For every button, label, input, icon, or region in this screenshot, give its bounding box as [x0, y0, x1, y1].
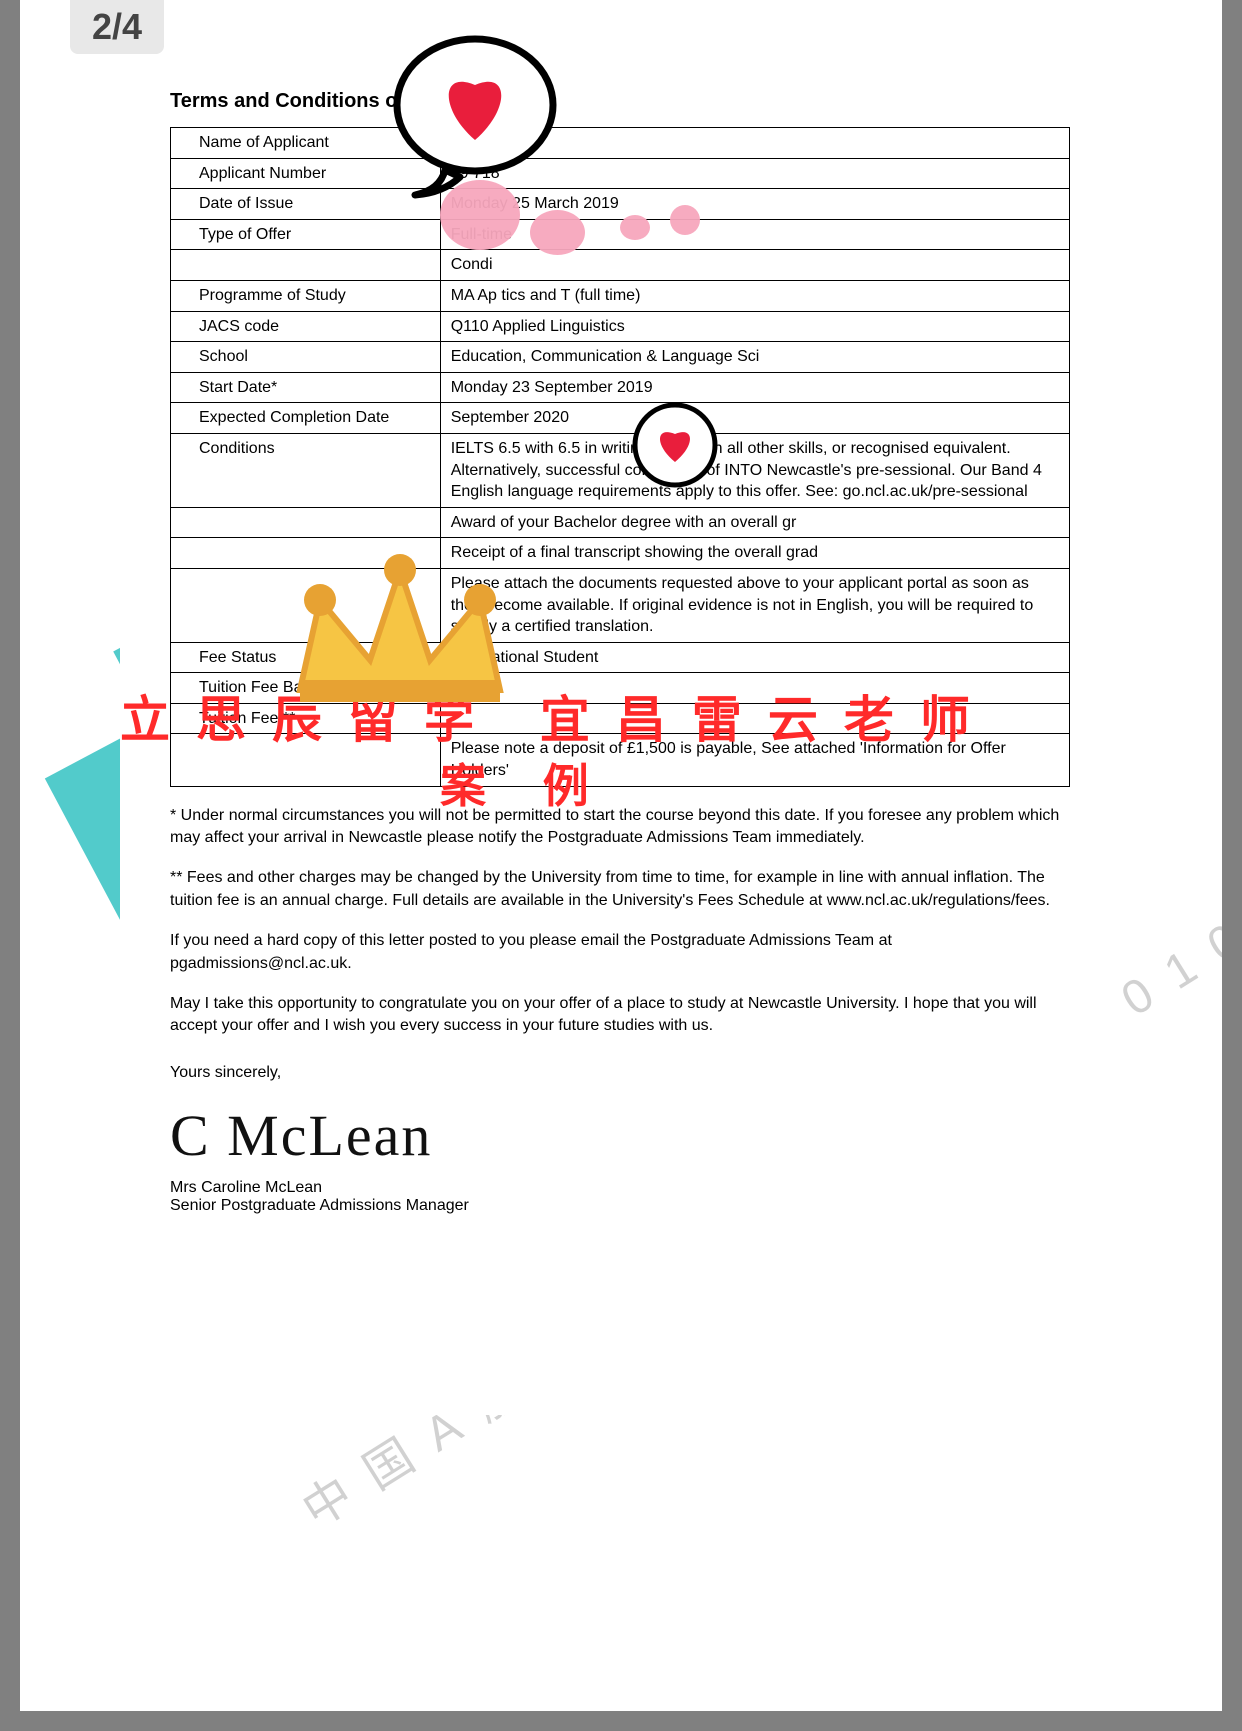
table-row: Award of your Bachelor degree with an ov… — [171, 507, 1070, 538]
table-row: Date of IssueMonday 25 March 2019 — [171, 189, 1070, 220]
table-row: Name of ApplicantN — [171, 128, 1070, 159]
signatory-name: Mrs Caroline McLean — [170, 1179, 1070, 1197]
table-row: JACS codeQ110 Applied Linguistics — [171, 311, 1070, 342]
row-value: Band 1 — [440, 673, 1069, 704]
document-title: Terms and Conditions of Your Offer — [170, 90, 1070, 113]
table-row: Expected Completion DateSeptember 2020 — [171, 403, 1070, 434]
table-row: SchoolEducation, Communication & Languag… — [171, 342, 1070, 373]
row-value — [440, 703, 1069, 734]
row-value: Full-time — [440, 219, 1069, 250]
hardcopy-paragraph: If you need a hard copy of this letter p… — [170, 930, 1070, 975]
row-value: N — [440, 128, 1069, 159]
row-label: Expected Completion Date — [171, 403, 441, 434]
table-row: Condi — [171, 250, 1070, 281]
offer-details-table: Name of ApplicantNApplicant Number19 718… — [170, 127, 1070, 787]
row-label — [171, 250, 441, 281]
page-indicator-badge: 2/4 — [70, 0, 164, 54]
table-row: Tuition Fee BandBand 1 — [171, 673, 1070, 704]
row-value: Please note a deposit of £1,500 is payab… — [440, 734, 1069, 786]
row-label: Tuition Fee Band — [171, 673, 441, 704]
row-value: Please attach the documents requested ab… — [440, 568, 1069, 642]
row-value: Monday 23 September 2019 — [440, 372, 1069, 403]
footnote-start-date: * Under normal circumstances you will no… — [170, 805, 1070, 850]
row-label — [171, 538, 441, 569]
row-label: Applicant Number — [171, 158, 441, 189]
row-label — [171, 734, 441, 786]
row-label: School — [171, 342, 441, 373]
signature-script: C McLean — [170, 1102, 1070, 1169]
row-value: 19 718 — [440, 158, 1069, 189]
table-row: Tuition Fee ** — [171, 703, 1070, 734]
document-viewport: 2/4 学 中国A股上市公司 代码：300010 立思辰留学 宜昌雷云老师 案 … — [20, 0, 1222, 1711]
row-value: Q110 Applied Linguistics — [440, 311, 1069, 342]
row-value: Monday 25 March 2019 — [440, 189, 1069, 220]
row-value: IELTS 6.5 with 6.5 in writing and 5.5 in… — [440, 433, 1069, 507]
table-row: Applicant Number19 718 — [171, 158, 1070, 189]
row-value: Award of your Bachelor degree with an ov… — [440, 507, 1069, 538]
table-row: Type of OfferFull-time — [171, 219, 1070, 250]
row-value: Education, Communication & Language Sci — [440, 342, 1069, 373]
footnote-fees: ** Fees and other charges may be changed… — [170, 867, 1070, 912]
table-row: Please note a deposit of £1,500 is payab… — [171, 734, 1070, 786]
table-row: ConditionsIELTS 6.5 with 6.5 in writing … — [171, 433, 1070, 507]
row-label: Start Date* — [171, 372, 441, 403]
table-row: Fee StatusInternational Student — [171, 642, 1070, 673]
table-row: Programme of StudyMA Ap tics and T (full… — [171, 280, 1070, 311]
row-value: International Student — [440, 642, 1069, 673]
congratulations-paragraph: May I take this opportunity to congratul… — [170, 993, 1070, 1038]
row-value: September 2020 — [440, 403, 1069, 434]
row-label: Name of Applicant — [171, 128, 441, 159]
row-label: Tuition Fee ** — [171, 703, 441, 734]
row-label — [171, 568, 441, 642]
row-label: JACS code — [171, 311, 441, 342]
row-value: MA Ap tics and T (full time) — [440, 280, 1069, 311]
table-row: Receipt of a final transcript showing th… — [171, 538, 1070, 569]
row-label — [171, 507, 441, 538]
table-row: Please attach the documents requested ab… — [171, 568, 1070, 642]
offer-letter-page: Terms and Conditions of Your Offer Name … — [120, 50, 1120, 1415]
row-label: Programme of Study — [171, 280, 441, 311]
row-value: Condi — [440, 250, 1069, 281]
signatory-title: Senior Postgraduate Admissions Manager — [170, 1197, 1070, 1215]
row-label: Type of Offer — [171, 219, 441, 250]
table-row: Start Date*Monday 23 September 2019 — [171, 372, 1070, 403]
row-label: Fee Status — [171, 642, 441, 673]
row-value: Receipt of a final transcript showing th… — [440, 538, 1069, 569]
closing-salutation: Yours sincerely, — [170, 1064, 1070, 1082]
row-label: Conditions — [171, 433, 441, 507]
row-label: Date of Issue — [171, 189, 441, 220]
